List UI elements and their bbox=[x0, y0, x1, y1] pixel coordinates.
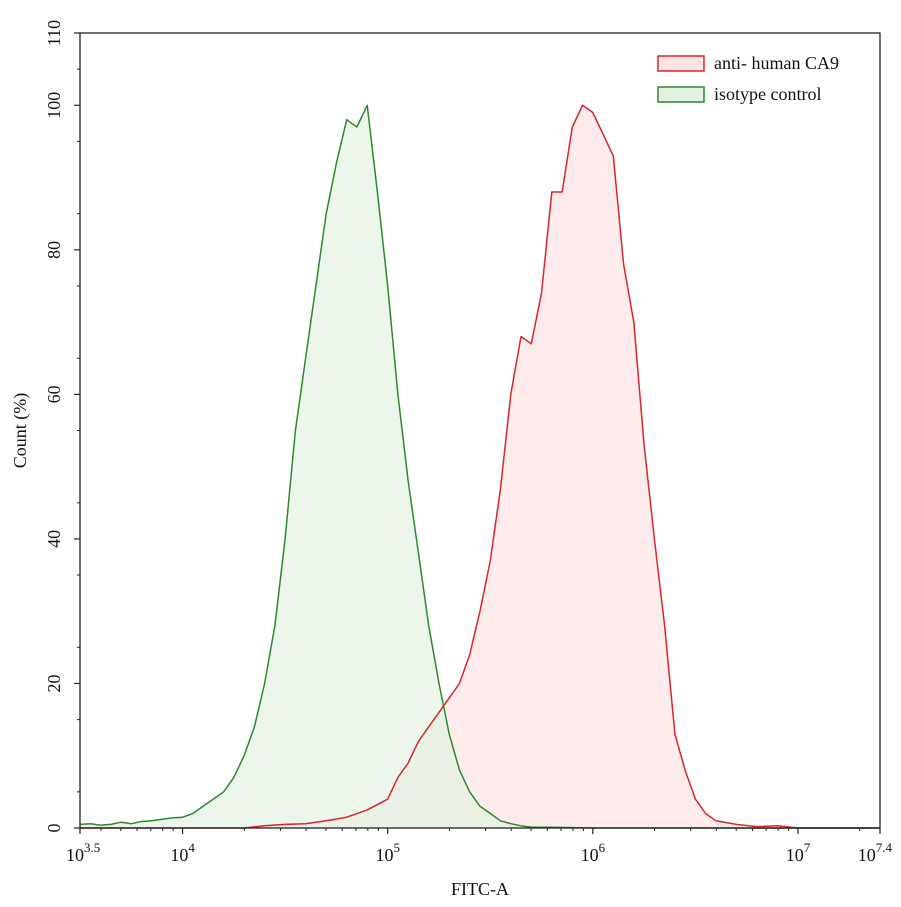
plot-lines bbox=[79, 104, 880, 829]
y-tick-label: 60 bbox=[44, 385, 64, 403]
legend-swatch-isotype-control bbox=[657, 86, 705, 103]
x-tick-label: 106 bbox=[581, 840, 606, 865]
x-tick-label: 105 bbox=[375, 840, 400, 865]
y-tick-label: 80 bbox=[44, 241, 64, 259]
x-tick-label: 107 bbox=[786, 840, 811, 865]
series-line-isotype-control bbox=[79, 104, 880, 829]
y-tick-label: 40 bbox=[44, 530, 64, 548]
y-axis: 0 20 40 60 80 100 110 bbox=[44, 20, 80, 833]
y-tick-label: 110 bbox=[44, 20, 64, 46]
x-tick-label: 104 bbox=[170, 840, 195, 865]
x-axis-label: FITC-A bbox=[451, 879, 509, 899]
legend-label-isotype-control: isotype control bbox=[714, 84, 821, 104]
y-axis-label: Count (%) bbox=[10, 393, 31, 469]
y-tick-label: 100 bbox=[44, 92, 64, 119]
x-tick-label: 107.4 bbox=[858, 840, 893, 865]
series-area-isotype-control bbox=[80, 105, 880, 829]
x-tick-label: 103.5 bbox=[66, 840, 100, 865]
x-axis: 103.5 104 105 106 107 107.4 bbox=[66, 828, 893, 865]
series-area-anti-human-ca9 bbox=[80, 105, 880, 829]
plot-fills bbox=[80, 105, 880, 829]
series-line-anti-human-ca9 bbox=[80, 104, 880, 829]
legend: anti- human CA9 isotype control bbox=[657, 53, 839, 104]
legend-swatch-anti-human-ca9 bbox=[657, 55, 705, 72]
y-tick-label: 20 bbox=[44, 674, 64, 692]
y-tick-label: 0 bbox=[44, 824, 64, 833]
legend-label-anti-human-ca9: anti- human CA9 bbox=[714, 53, 839, 73]
